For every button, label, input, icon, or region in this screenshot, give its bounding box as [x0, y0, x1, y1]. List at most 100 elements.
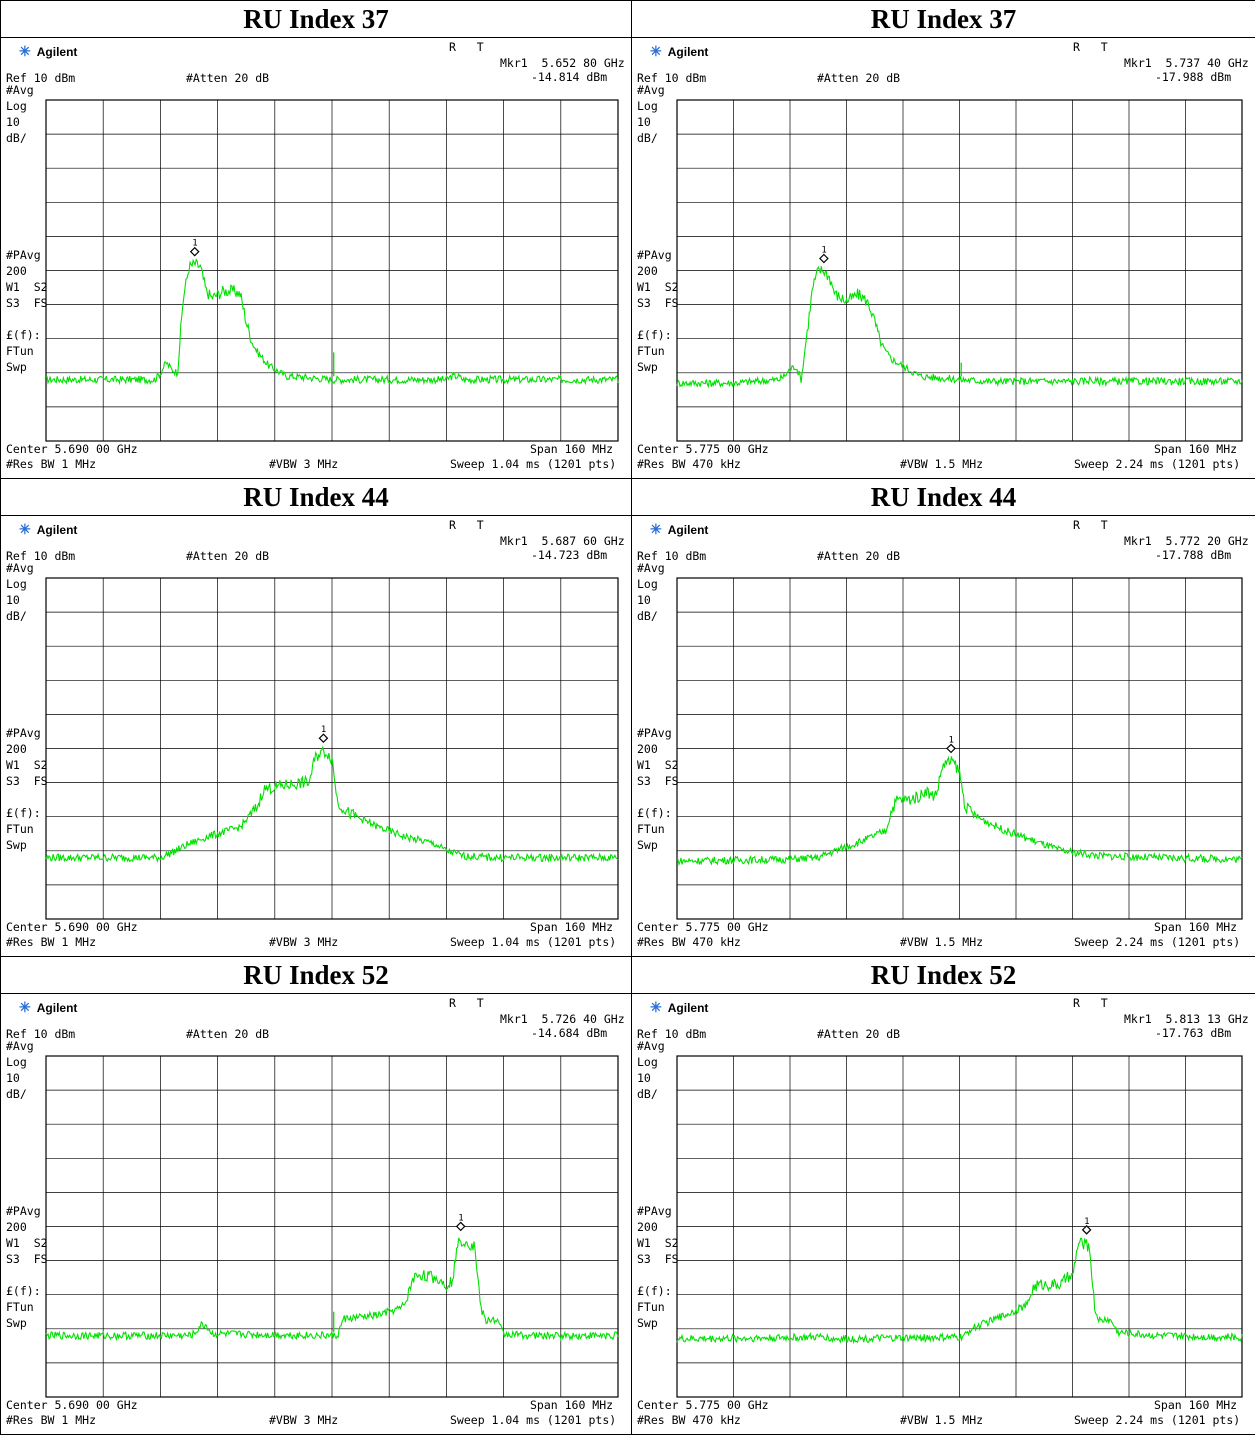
- rt-indicator: R T: [1073, 518, 1108, 532]
- pavg-count: 200: [6, 1220, 27, 1234]
- unit-label: dB/: [6, 609, 27, 623]
- marker-level: -14.814 dBm: [531, 70, 608, 84]
- marker-number: 1: [458, 1213, 463, 1223]
- pavg-count: 200: [637, 1220, 658, 1234]
- marker-diamond-icon: [819, 253, 829, 264]
- attenuation: #Atten 20 dB: [186, 1027, 270, 1041]
- s3-fs-label: S3 FS: [637, 1252, 679, 1266]
- row2-title-left: RU Index 44: [0, 478, 632, 516]
- ftun-label: FTun: [6, 1300, 34, 1314]
- unit-label: dB/: [6, 131, 27, 145]
- spectrum-display: 1: [45, 1055, 619, 1398]
- sweep-label: Sweep 1.04 ms (1201 pts): [450, 935, 617, 949]
- log-label: Log: [637, 1055, 658, 1069]
- res-bw: #Res BW 470 kHz: [637, 935, 741, 949]
- avg-label: #Avg: [637, 561, 665, 575]
- row2-title-right: RU Index 44: [631, 478, 1255, 516]
- marker-number: 1: [321, 725, 326, 735]
- marker-level: -17.988 dBm: [1155, 70, 1232, 84]
- spectrum-display: 1: [45, 577, 619, 920]
- res-bw: #Res BW 470 kHz: [637, 457, 741, 471]
- pavg-label: #PAvg: [637, 726, 672, 740]
- rt-indicator: R T: [1073, 996, 1108, 1010]
- spectrum-panel: 1 ✳ Agilent R T Mkr1 5.772 20 GHz -17.788 dBm…: [632, 516, 1255, 956]
- ftun-label: FTun: [637, 822, 665, 836]
- center-frequency: Center 5.690 00 GHz: [6, 1398, 138, 1412]
- center-frequency: Center 5.775 00 GHz: [637, 1398, 769, 1412]
- ref-level: Ref 10 dBm: [637, 71, 707, 85]
- row1-title-right: RU Index 37: [631, 0, 1255, 38]
- span-label: Span 160 MHz: [530, 442, 614, 456]
- log-label: Log: [6, 577, 27, 591]
- lf-label: £(f):: [6, 806, 41, 820]
- w1-s2-label: W1 S2: [6, 1236, 48, 1250]
- sweep-label: Sweep 2.24 ms (1201 pts): [1074, 457, 1241, 471]
- marker-diamond-icon: [946, 743, 956, 754]
- marker-level: -14.684 dBm: [531, 1026, 608, 1040]
- sweep-label: Sweep 2.24 ms (1201 pts): [1074, 1413, 1241, 1427]
- spectrum-panel: 1 ✳ Agilent R T Mkr1 5.737 40 GHz -17.988 dBm…: [632, 38, 1255, 478]
- ref-level: Ref 10 dBm: [6, 549, 76, 563]
- res-bw: #Res BW 1 MHz: [6, 457, 97, 471]
- ftun-label: FTun: [637, 1300, 665, 1314]
- log-label: Log: [6, 1055, 27, 1069]
- s3-fs-label: S3 FS: [6, 296, 48, 310]
- marker-frequency: Mkr1 5.726 40 GHz: [500, 1012, 625, 1026]
- marker-level: -14.723 dBm: [531, 548, 608, 562]
- pavg-count: 200: [6, 264, 27, 278]
- attenuation: #Atten 20 dB: [817, 71, 901, 85]
- spectrum-display: 1: [676, 1055, 1243, 1398]
- avg-label: #Avg: [637, 83, 665, 97]
- log-label: Log: [637, 99, 658, 113]
- marker-number: 1: [821, 246, 826, 256]
- s3-fs-label: S3 FS: [637, 296, 679, 310]
- s3-fs-label: S3 FS: [6, 774, 48, 788]
- rt-indicator: R T: [449, 40, 484, 54]
- marker-diamond-icon: [455, 1221, 466, 1232]
- attenuation: #Atten 20 dB: [817, 1027, 901, 1041]
- log-label: Log: [637, 577, 658, 591]
- swp-label: Swp: [6, 1316, 27, 1330]
- sweep-label: Sweep 1.04 ms (1201 pts): [450, 457, 617, 471]
- attenuation: #Atten 20 dB: [817, 549, 901, 563]
- div-label: 10: [6, 115, 20, 129]
- marker-frequency: Mkr1 5.687 60 GHz: [500, 534, 625, 548]
- lf-label: £(f):: [6, 1284, 41, 1298]
- marker-diamond-icon: [318, 733, 329, 744]
- brand-name: Agilent: [667, 523, 709, 537]
- pavg-count: 200: [637, 742, 658, 756]
- pavg-count: 200: [6, 742, 27, 756]
- span-label: Span 160 MHz: [1154, 442, 1238, 456]
- swp-label: Swp: [6, 838, 27, 852]
- agilent-spark-icon: ✳: [650, 521, 662, 537]
- spectrum-panel: 1 ✳ Agilent R T Mkr1 5.687 60 GHz -14.723 dBm…: [1, 516, 631, 956]
- ref-level: Ref 10 dBm: [637, 1027, 707, 1041]
- pavg-label: #PAvg: [6, 726, 41, 740]
- lf-label: £(f):: [637, 1284, 672, 1298]
- brand-name: Agilent: [667, 45, 709, 59]
- vbw-label: #VBW 1.5 MHz: [900, 1413, 984, 1427]
- w1-s2-label: W1 S2: [6, 280, 48, 294]
- div-label: 10: [637, 593, 651, 607]
- brand-name: Agilent: [36, 523, 78, 537]
- ref-level: Ref 10 dBm: [637, 549, 707, 563]
- ftun-label: FTun: [6, 344, 34, 358]
- spectrum-display: 1: [676, 99, 1243, 442]
- attenuation: #Atten 20 dB: [186, 71, 270, 85]
- avg-label: #Avg: [6, 561, 34, 575]
- vbw-label: #VBW 1.5 MHz: [900, 457, 984, 471]
- span-label: Span 160 MHz: [1154, 920, 1238, 934]
- swp-label: Swp: [6, 360, 27, 374]
- div-label: 10: [637, 1071, 651, 1085]
- spectrum-panel: 1 ✳ Agilent R T Mkr1 5.813 13 GHz -17.763 dBm…: [632, 994, 1255, 1434]
- brand-name: Agilent: [667, 1001, 709, 1015]
- center-frequency: Center 5.690 00 GHz: [6, 442, 138, 456]
- agilent-spark-icon: ✳: [19, 521, 31, 537]
- pavg-label: #PAvg: [6, 1204, 41, 1218]
- swp-label: Swp: [637, 1316, 658, 1330]
- agilent-spark-icon: ✳: [19, 999, 31, 1015]
- spectrum-display: 1: [45, 99, 619, 442]
- div-label: 10: [637, 115, 651, 129]
- brand-label: ✳ Agilent: [19, 999, 77, 1016]
- rt-indicator: R T: [449, 518, 484, 532]
